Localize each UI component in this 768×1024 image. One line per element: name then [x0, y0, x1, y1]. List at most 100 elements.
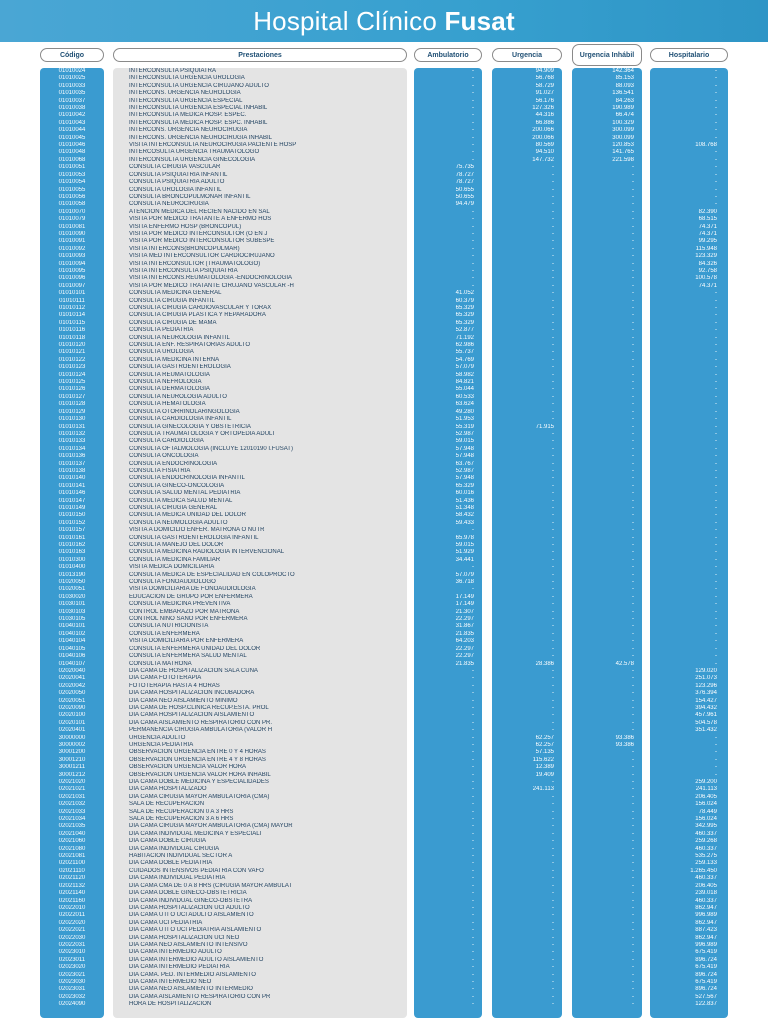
- row-urgencia: -: [552, 230, 554, 237]
- row-ambulatorio: 78.727: [455, 171, 474, 178]
- table-row: 01040104 VISITA DOMICILIARIA POR ENFERMER…: [0, 638, 768, 645]
- row-description: DIA CAMA HOSPITALIZACION UCI ADULTO: [129, 904, 250, 911]
- table-row: 01010024 INTERCONSULTA PSIQUIATRA - 94.909 1…: [0, 68, 768, 75]
- row-urgencia-inhabil: -: [632, 527, 634, 534]
- row-code: 01010101: [58, 290, 86, 297]
- row-ambulatorio: 55.737: [455, 349, 474, 356]
- row-urgencia-inhabil: 100.329: [612, 119, 634, 126]
- row-urgencia-inhabil: -: [632, 719, 634, 726]
- row-code: 02023021: [58, 971, 86, 978]
- row-urgencia-inhabil: -: [632, 638, 634, 645]
- row-urgencia: -: [552, 682, 554, 689]
- table-row: 01010126 CONSULTA DERMATOLOGIA 55.044 - - -: [0, 386, 768, 393]
- row-ambulatorio: -: [472, 238, 474, 245]
- row-code: 30001212: [58, 771, 86, 778]
- row-code: 02021110: [59, 867, 85, 874]
- row-hospitalario: -: [715, 741, 717, 748]
- table-row: 01010114 CONSULTA CIRUGIA PLASTICA Y REPA…: [0, 312, 768, 319]
- row-urgencia-inhabil: -: [632, 356, 634, 363]
- row-urgencia: -: [552, 193, 554, 200]
- row-hospitalario: 99.295: [698, 238, 717, 245]
- row-description: INTERCONSULTA PSIQUIATRA: [129, 68, 217, 74]
- row-ambulatorio: 62.986: [455, 342, 474, 349]
- row-hospitalario: -: [715, 290, 717, 297]
- row-hospitalario: -: [715, 356, 717, 363]
- row-code: 02022030: [58, 934, 86, 941]
- row-ambulatorio: -: [472, 245, 474, 252]
- table-row: 01010111 CONSULTA CIRUGIA INFANTIL 60.379 -…: [0, 298, 768, 305]
- row-urgencia: 80.569: [535, 142, 554, 149]
- table-row: 01010163 CONSULTA MEDICINA RADIOLOGIA INT…: [0, 549, 768, 556]
- row-urgencia-inhabil: -: [632, 571, 634, 578]
- table-row: 02021035 DIA CAMA CIRUGIA MAYOR AMBULATOR…: [0, 823, 768, 830]
- row-hospitalario: 675.419: [695, 949, 717, 956]
- row-description: VISITA POR MEDICO TRATANTE A ENFERMO HOS: [129, 216, 272, 223]
- table-row: 30001212 OBSERVACION URGENCIA VALOR HORA …: [0, 772, 768, 779]
- table-row: 01010150 CONSULTA MEDICA UNIDAD DEL DOLOR…: [0, 512, 768, 519]
- row-description: CONSULTA CARDIOLOGIA INFANTIL: [129, 416, 232, 423]
- table-row: 02021160 DIA CAMA INDIVIDUAL GINECO-OBSTE…: [0, 898, 768, 905]
- table-row: 01010138 CONSULTA FISIATRIA 52.987 - - -: [0, 468, 768, 475]
- row-ambulatorio: -: [472, 527, 474, 534]
- row-ambulatorio: -: [472, 119, 474, 126]
- row-ambulatorio: 75.735: [455, 164, 474, 171]
- row-ambulatorio: -: [472, 267, 474, 274]
- row-hospitalario: 351.432: [695, 727, 717, 734]
- row-hospitalario: -: [715, 379, 717, 386]
- row-ambulatorio: 49.280: [455, 408, 474, 415]
- row-description: CONSULTA REUMATOLOGIA: [129, 371, 210, 378]
- row-hospitalario: -: [715, 179, 717, 186]
- row-description: DIA CAMA HOSPITALIZACION INCUBADORA: [129, 690, 255, 697]
- row-hospitalario: -: [715, 364, 717, 371]
- row-hospitalario: -: [715, 756, 717, 763]
- row-urgencia-inhabil: -: [632, 971, 634, 978]
- table-row: 30001211 OBSERVACION URGENCIA VALOR HORA -…: [0, 764, 768, 771]
- table-row: 01010162 CONSULTA MANEJO DEL DOLOR 59.015 -…: [0, 542, 768, 549]
- table-row: 01010053 CONSULTA PSIQUIATRIA INFANTIL 78.…: [0, 172, 768, 179]
- row-code: 01030105: [58, 616, 86, 623]
- table-row: 02022020 DIA CAMA UCI PEDIATRIA - - - 862.947: [0, 920, 768, 927]
- table-row: 02021040 DIA CAMA INDIVIDUAL MEDICINA Y E…: [0, 831, 768, 838]
- row-description: DIA CAMA UCI PEDIATRIA: [129, 919, 203, 926]
- row-urgencia-inhabil: -: [632, 927, 634, 934]
- row-ambulatorio: -: [472, 727, 474, 734]
- row-description: CONSULTA UROLOGIA INFANTIL: [129, 186, 222, 193]
- row-ambulatorio: 84.821: [455, 379, 474, 386]
- row-description: CONSULTA MANEJO DEL DOLOR: [129, 542, 224, 548]
- row-hospitalario: 259.268: [695, 838, 717, 845]
- row-hospitalario: 154.427: [695, 697, 717, 704]
- row-urgencia-inhabil: -: [632, 179, 634, 186]
- row-code: 01010035: [58, 90, 86, 97]
- table-row: 02022031 DIA CAMA NEO AISLAMIENTO INTENSI…: [0, 942, 768, 949]
- row-ambulatorio: -: [472, 156, 474, 163]
- row-urgencia: -: [552, 719, 554, 726]
- row-code: 01010300: [58, 556, 86, 563]
- row-ambulatorio: -: [472, 756, 474, 763]
- row-hospitalario: 129.020: [695, 667, 717, 674]
- row-urgencia-inhabil: -: [632, 823, 634, 830]
- row-code: 01010152: [58, 519, 86, 526]
- row-description: HABITACION INDIVIDUAL SECTOR A: [129, 853, 233, 860]
- row-description: CONSULTA MEDICINA FAMILIAR: [129, 556, 221, 563]
- table-row: 01010140 CONSULTA ENDOCRINOLOGIA INFANTIL…: [0, 475, 768, 482]
- table-row: 01010101 CONSULTA MEDICINA GENERAL 41.052 -…: [0, 290, 768, 297]
- row-ambulatorio: -: [472, 564, 474, 571]
- row-description: CONSULTA NEUMOLOGIA ADULTO: [129, 519, 228, 526]
- row-hospitalario: -: [715, 171, 717, 178]
- row-urgencia-inhabil: -: [632, 275, 634, 282]
- row-description: CONTROL EMBARAZO POR MATRONA: [129, 608, 240, 615]
- row-urgencia-inhabil: -: [632, 460, 634, 467]
- row-description: DIA CAMA INDIVIDUAL PEDIATRIA: [129, 875, 226, 882]
- row-ambulatorio: 59.433: [455, 519, 474, 526]
- row-code: 02023011: [58, 956, 86, 963]
- row-urgencia-inhabil: -: [632, 349, 634, 356]
- row-hospitalario: -: [715, 645, 717, 652]
- row-description: INTERCONSULTA URGENCIA UROLOGIA: [129, 75, 245, 82]
- row-urgencia: -: [552, 512, 554, 519]
- row-code: 02021160: [58, 897, 86, 904]
- row-code: 01010037: [58, 97, 86, 104]
- page-title: Hospital Clínico Fusat: [253, 4, 515, 38]
- row-urgencia-inhabil: -: [632, 816, 634, 823]
- row-urgencia: -: [552, 475, 554, 482]
- table-row: 02022010 DIA CAMA HOSPITALIZACION UCI ADU…: [0, 905, 768, 912]
